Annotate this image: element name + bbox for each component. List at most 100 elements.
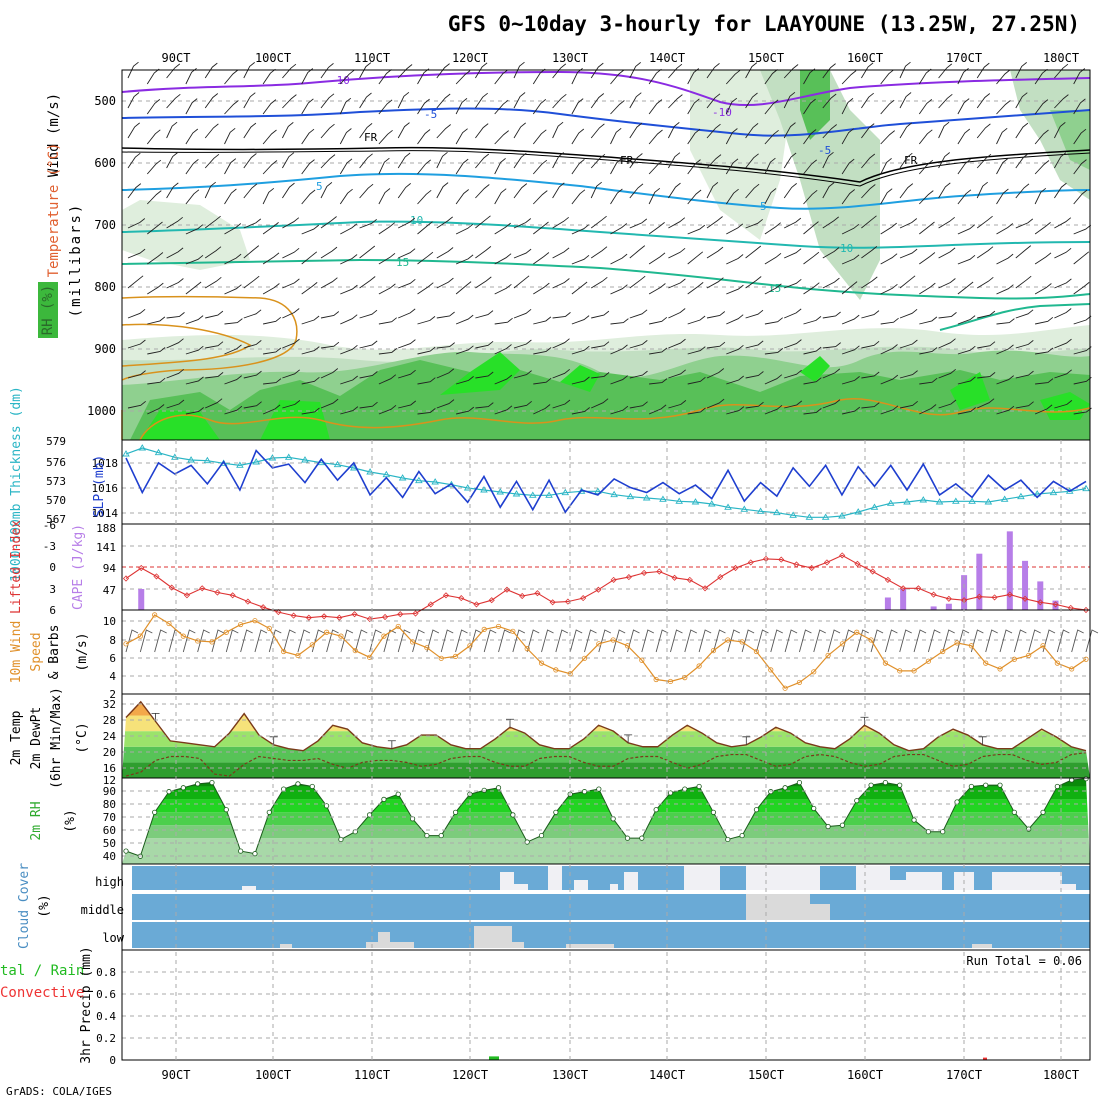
wind-barb <box>359 123 373 139</box>
wind-barb <box>224 344 242 355</box>
wind-barb <box>668 278 686 289</box>
temp-tick: 16 <box>103 762 116 775</box>
wind-speed-point <box>739 639 745 645</box>
wind-barb <box>263 378 282 385</box>
rh-tick: 50 <box>103 837 116 850</box>
cloud-label: Cloud Cover <box>17 863 32 949</box>
surface-wind-barb <box>139 629 153 653</box>
wind-barb <box>841 128 854 145</box>
wind-barb <box>726 375 744 385</box>
wind-speed-point <box>925 658 931 664</box>
wind-barb <box>668 369 686 379</box>
y-tick-upper: 900 <box>94 342 116 356</box>
rh-point <box>166 789 172 795</box>
wind-barb <box>976 62 990 79</box>
wind-barb <box>552 63 567 79</box>
wind-barb <box>880 374 899 385</box>
wind-speed-point <box>180 633 186 639</box>
thickness-point <box>642 494 651 501</box>
wind-barb <box>262 68 276 85</box>
wind-barb <box>147 252 164 265</box>
wind-barb <box>629 309 648 319</box>
cape-bar <box>1037 581 1044 610</box>
wind-barb <box>166 216 183 229</box>
thickness-tick: 573 <box>46 475 66 488</box>
surface-wind-barb <box>655 629 669 653</box>
wind-barb <box>359 92 372 109</box>
wind-speed-point <box>281 648 287 655</box>
wind-barb <box>127 152 141 169</box>
cape-bar <box>884 597 891 610</box>
wind-barb <box>1015 401 1034 409</box>
wind-barb <box>455 70 471 85</box>
wind-speed-point <box>940 648 946 655</box>
temp-tick: 20 <box>103 746 116 759</box>
wind-barb <box>706 246 724 259</box>
upper-rh-label: RH (%) <box>40 285 56 336</box>
surface-wind-barb <box>1013 629 1027 653</box>
lifted-index-point <box>458 595 465 602</box>
wind-barb <box>745 218 763 229</box>
rh-point <box>524 839 530 845</box>
thickness-point <box>870 503 879 510</box>
wind-barb <box>398 278 416 289</box>
wind-barb <box>185 159 199 175</box>
wind-barb <box>784 369 802 379</box>
wind-barb <box>861 310 880 319</box>
precip-tick: 0.8 <box>96 966 116 979</box>
wind-barb <box>668 217 686 229</box>
rh-point <box>940 829 946 835</box>
wind-barb <box>861 62 874 79</box>
wind-barb <box>147 404 165 415</box>
temp-panel: 32 28 24 20 16 12 2m Temp 2m DewPt (6hr … <box>9 687 1091 789</box>
x-tick-top: 170CT <box>946 51 982 65</box>
thickness-point <box>968 497 976 504</box>
cape-series <box>122 531 1090 623</box>
temp-band <box>122 746 1090 763</box>
wind-barb <box>224 284 242 295</box>
wind-barb <box>783 91 796 109</box>
wind-speed-point <box>166 620 172 627</box>
surface-wind-barb <box>684 629 698 653</box>
wind-barb <box>494 374 513 385</box>
wind-speed-point <box>438 655 444 661</box>
surface-wind-barb <box>927 629 941 653</box>
wind-barb <box>880 253 898 265</box>
wind-barb <box>919 404 937 415</box>
lifted-index-point <box>747 559 754 566</box>
thickness-point <box>919 496 928 503</box>
surface-wind-barb <box>942 629 955 653</box>
wind-barb <box>1015 218 1034 229</box>
wind-barb <box>918 159 934 175</box>
wind-speed-point <box>581 655 588 661</box>
wind-barb <box>803 408 822 415</box>
contour-label: FR <box>904 154 918 167</box>
x-tick-bottom: 100CT <box>255 1068 291 1082</box>
wind-speed-point <box>1054 660 1060 666</box>
wind-barb <box>397 91 410 109</box>
cape-bar <box>1052 600 1059 610</box>
surface-wind-barb <box>856 629 869 653</box>
wind-barb <box>282 63 297 79</box>
wind-barb <box>880 99 895 115</box>
wind-barb <box>513 218 532 229</box>
wind-barb <box>1015 153 1029 169</box>
wind-barb <box>166 399 185 409</box>
surface-wind-barb <box>913 629 927 653</box>
wind-barb <box>417 159 431 175</box>
wind-barb <box>590 123 605 139</box>
wind-barb <box>243 218 262 229</box>
wind-barb <box>822 399 841 409</box>
surface-wind-barb <box>254 629 268 653</box>
wind-tick: 4 <box>109 670 116 683</box>
wind-speed-point <box>1069 666 1075 672</box>
wind-speed-point <box>381 633 387 639</box>
surface-wind-barb <box>1071 629 1084 653</box>
wind-barb <box>378 188 391 205</box>
wind-barb <box>725 158 739 175</box>
bottom-x-axis: 90CT 100CT 110CT 120CT 130CT 140CT 150CT… <box>162 1068 1080 1082</box>
rh-point <box>753 807 760 813</box>
cape-tick: 141 <box>96 541 116 554</box>
temp-tick: 24 <box>103 730 117 743</box>
thickness-point <box>724 503 732 510</box>
